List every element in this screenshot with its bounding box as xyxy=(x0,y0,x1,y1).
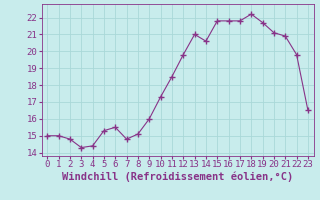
X-axis label: Windchill (Refroidissement éolien,°C): Windchill (Refroidissement éolien,°C) xyxy=(62,172,293,182)
